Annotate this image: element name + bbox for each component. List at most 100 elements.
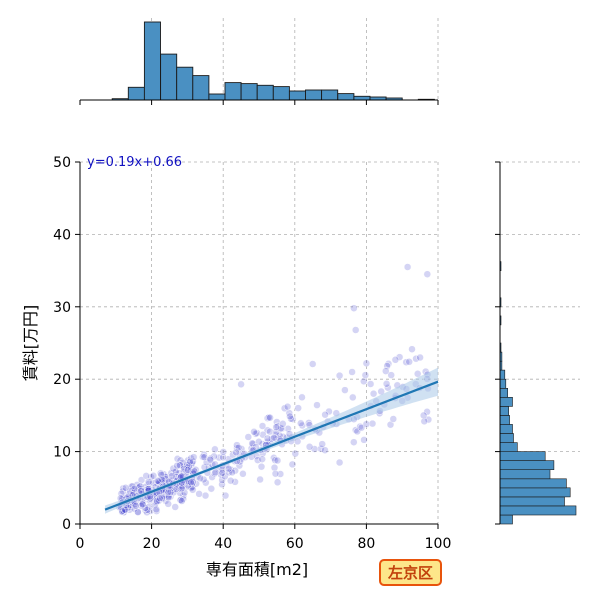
scatter-point: [239, 470, 247, 478]
scatter-point: [258, 422, 267, 430]
scatter-point: [164, 500, 172, 508]
scatter-point: [226, 476, 235, 485]
scatter-point: [271, 456, 279, 464]
scatter-point: [201, 491, 210, 500]
scatter-point: [270, 433, 278, 442]
scatter-point: [353, 427, 362, 436]
scatter-point: [270, 463, 279, 472]
histogram-bar-y: [499, 496, 565, 507]
histogram-bar-y: [499, 378, 507, 389]
scatter-point: [143, 508, 151, 517]
histogram-bar-x: [321, 89, 339, 101]
scatter-point: [152, 505, 161, 514]
x-tick-labels: 0 20 40 60 80 100: [76, 524, 452, 552]
scatter-point: [150, 501, 159, 510]
scatter-point: [143, 506, 152, 514]
y-tick-label: 10: [53, 445, 71, 461]
scatter-point: [164, 493, 173, 502]
scatter-point: [266, 413, 274, 422]
scatter-point: [134, 508, 142, 516]
histogram-bar-x: [240, 83, 258, 101]
grid-lines: [80, 161, 439, 524]
histogram-bar-y: [499, 514, 513, 525]
scatter-point: [360, 436, 368, 444]
scatter-point: [272, 423, 280, 431]
scatter-point: [382, 367, 390, 375]
scatter-point: [218, 480, 226, 489]
scatter-point: [298, 393, 306, 402]
scatter-point: [270, 454, 278, 462]
y-tick-label: 50: [53, 155, 71, 171]
scatter-point: [180, 488, 189, 497]
scatter-point: [232, 448, 240, 457]
scatter-point: [146, 495, 155, 503]
scatter-point: [231, 478, 239, 486]
regression-equation: y=0.19x+0.66: [87, 155, 182, 170]
scatter-point: [416, 353, 424, 362]
scatter-point: [117, 489, 126, 498]
scatter-point: [234, 443, 243, 452]
scatter-point: [164, 488, 173, 497]
scatter-point: [211, 468, 220, 477]
scatter-point: [419, 411, 428, 420]
scatter-point: [391, 356, 400, 364]
area-badge-box: [379, 559, 442, 586]
area-badge: 左京区: [379, 559, 442, 586]
scatter-point: [211, 445, 219, 454]
scatter-point: [187, 478, 195, 487]
y-tick-label: 20: [53, 372, 71, 388]
marginal-histogram-x: [79, 18, 439, 105]
histogram-bar-x: [192, 75, 210, 101]
x-tick-label: 20: [143, 536, 161, 552]
scatter-point: [360, 377, 368, 386]
histogram-bar-y: [499, 505, 577, 516]
marginal-histogram-y: [495, 161, 580, 525]
scatter-point: [413, 370, 422, 378]
scatter-point: [403, 263, 412, 271]
scatter-point: [423, 270, 432, 278]
scatter-point: [263, 414, 272, 422]
x-tick-label: 60: [286, 536, 304, 552]
scatter-point: [317, 445, 325, 453]
scatter-point: [256, 475, 264, 484]
histogram-bar-x: [256, 84, 274, 101]
scatter-point: [253, 456, 262, 464]
histogram-bar-x: [272, 86, 290, 101]
scatter-point: [206, 455, 214, 464]
scatter-point: [308, 360, 317, 368]
scatter-point: [297, 419, 305, 428]
scatter-point: [288, 460, 297, 469]
scatter-point: [362, 359, 371, 368]
scatter-point: [279, 420, 287, 428]
scatter-point: [250, 428, 258, 436]
scatter-point: [147, 473, 155, 481]
y-tick-labels: 0 10 20 30 40 50: [53, 155, 80, 533]
x-tick-label: 80: [357, 536, 375, 552]
scatter-point: [424, 415, 433, 424]
scatter-point: [158, 494, 166, 502]
scatter-point: [218, 476, 226, 484]
scatter-point: [171, 503, 179, 511]
histogram-bar-y: [499, 433, 514, 443]
histogram-bar-x: [337, 93, 355, 101]
y-tick-label: 0: [62, 517, 71, 533]
histogram-bar-y: [499, 424, 513, 434]
scatter-point: [267, 435, 276, 443]
scatter-point: [235, 461, 244, 470]
scatter-point: [176, 496, 185, 504]
scatter-point: [318, 440, 326, 448]
scatter-point: [341, 386, 349, 394]
scatter-point: [184, 466, 192, 474]
x-tick-label: 40: [214, 536, 232, 552]
scatter-point: [263, 434, 272, 443]
scatter-point: [219, 448, 228, 456]
histogram-bar-y: [499, 415, 510, 425]
scatter-point: [263, 426, 272, 435]
x-tick-label: 100: [425, 536, 452, 552]
scatter-point: [395, 353, 404, 361]
x-axis-label: 専有面積[m2]: [206, 560, 308, 579]
scatter-point: [156, 494, 164, 502]
histogram-bar-y: [499, 469, 551, 480]
scatter-point: [271, 469, 280, 478]
scatter-point: [389, 415, 398, 423]
